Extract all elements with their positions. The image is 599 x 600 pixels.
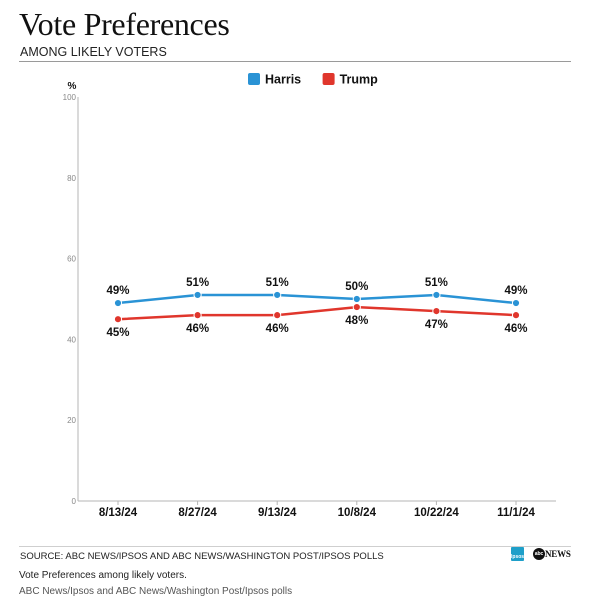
image-credit: ABC News/Ipsos and ABC News/Washington P… [19, 586, 293, 597]
y-tick-label: 20 [67, 416, 76, 425]
x-tick-label: 11/1/24 [497, 507, 535, 519]
data-point-trump [511, 311, 521, 320]
image-caption: Vote Preferences among likely voters. [19, 570, 187, 581]
data-point-harris [352, 294, 361, 304]
legend-label: Harris [265, 73, 301, 87]
data-label-harris: 50% [345, 281, 368, 293]
data-label-harris: 49% [106, 285, 129, 297]
data-label-trump: 46% [266, 323, 289, 335]
ipsos-logo: Ipsos [511, 547, 524, 561]
chart-subtitle: AMONG LIKELY VOTERS [20, 45, 167, 59]
chart-title: Vote Preferences [19, 6, 230, 42]
data-point-trump [352, 302, 361, 312]
data-label-harris: 51% [425, 277, 448, 289]
x-tick-label: 10/8/24 [338, 507, 377, 519]
data-point-harris [113, 298, 123, 308]
source-note: SOURCE: ABC NEWS/IPSOS AND ABC NEWS/WASH… [20, 551, 384, 562]
data-point-harris [273, 290, 282, 300]
data-label-harris: 49% [504, 285, 527, 297]
data-point-trump [273, 311, 282, 320]
y-axis-label: % [68, 81, 77, 92]
y-tick-label: 80 [67, 174, 76, 183]
x-tick-label: 9/13/24 [258, 507, 297, 519]
series-line-trump [117, 305, 517, 321]
abc-logo-text: NEWS [545, 549, 571, 559]
y-tick-label: 60 [67, 255, 76, 264]
data-label-harris: 51% [186, 277, 209, 289]
x-tick-label: 8/13/24 [99, 507, 138, 519]
data-label-trump: 45% [106, 327, 129, 339]
data-point-harris [511, 298, 521, 308]
data-point-harris [193, 290, 202, 300]
series-line-harris [117, 293, 517, 305]
line-chart: % 0 20 40 60 80 100 8/13/24 8/27/24 9/13/24 10/8/2… [63, 73, 556, 519]
data-point-harris [432, 290, 441, 300]
legend-label: Trump [340, 73, 379, 87]
y-tick-label: 40 [67, 335, 76, 344]
legend-swatch [322, 73, 335, 85]
x-tick-label: 8/27/24 [178, 507, 217, 519]
data-label-trump: 46% [504, 323, 527, 335]
y-tick-label: 0 [72, 497, 77, 506]
data-point-trump [432, 307, 441, 316]
legend-swatch [248, 73, 260, 85]
data-label-trump: 46% [186, 323, 209, 335]
x-tick-label: 10/22/24 [414, 507, 459, 519]
data-label-trump: 48% [345, 315, 368, 327]
data-point-trump [113, 315, 123, 324]
data-label-trump: 47% [425, 319, 448, 331]
header-divider [19, 61, 571, 62]
y-tick-label: 100 [63, 93, 77, 102]
data-label-harris: 51% [266, 277, 289, 289]
footer-divider [19, 546, 571, 547]
abc-logo-mark: abc [533, 548, 545, 560]
data-point-trump [193, 311, 202, 320]
